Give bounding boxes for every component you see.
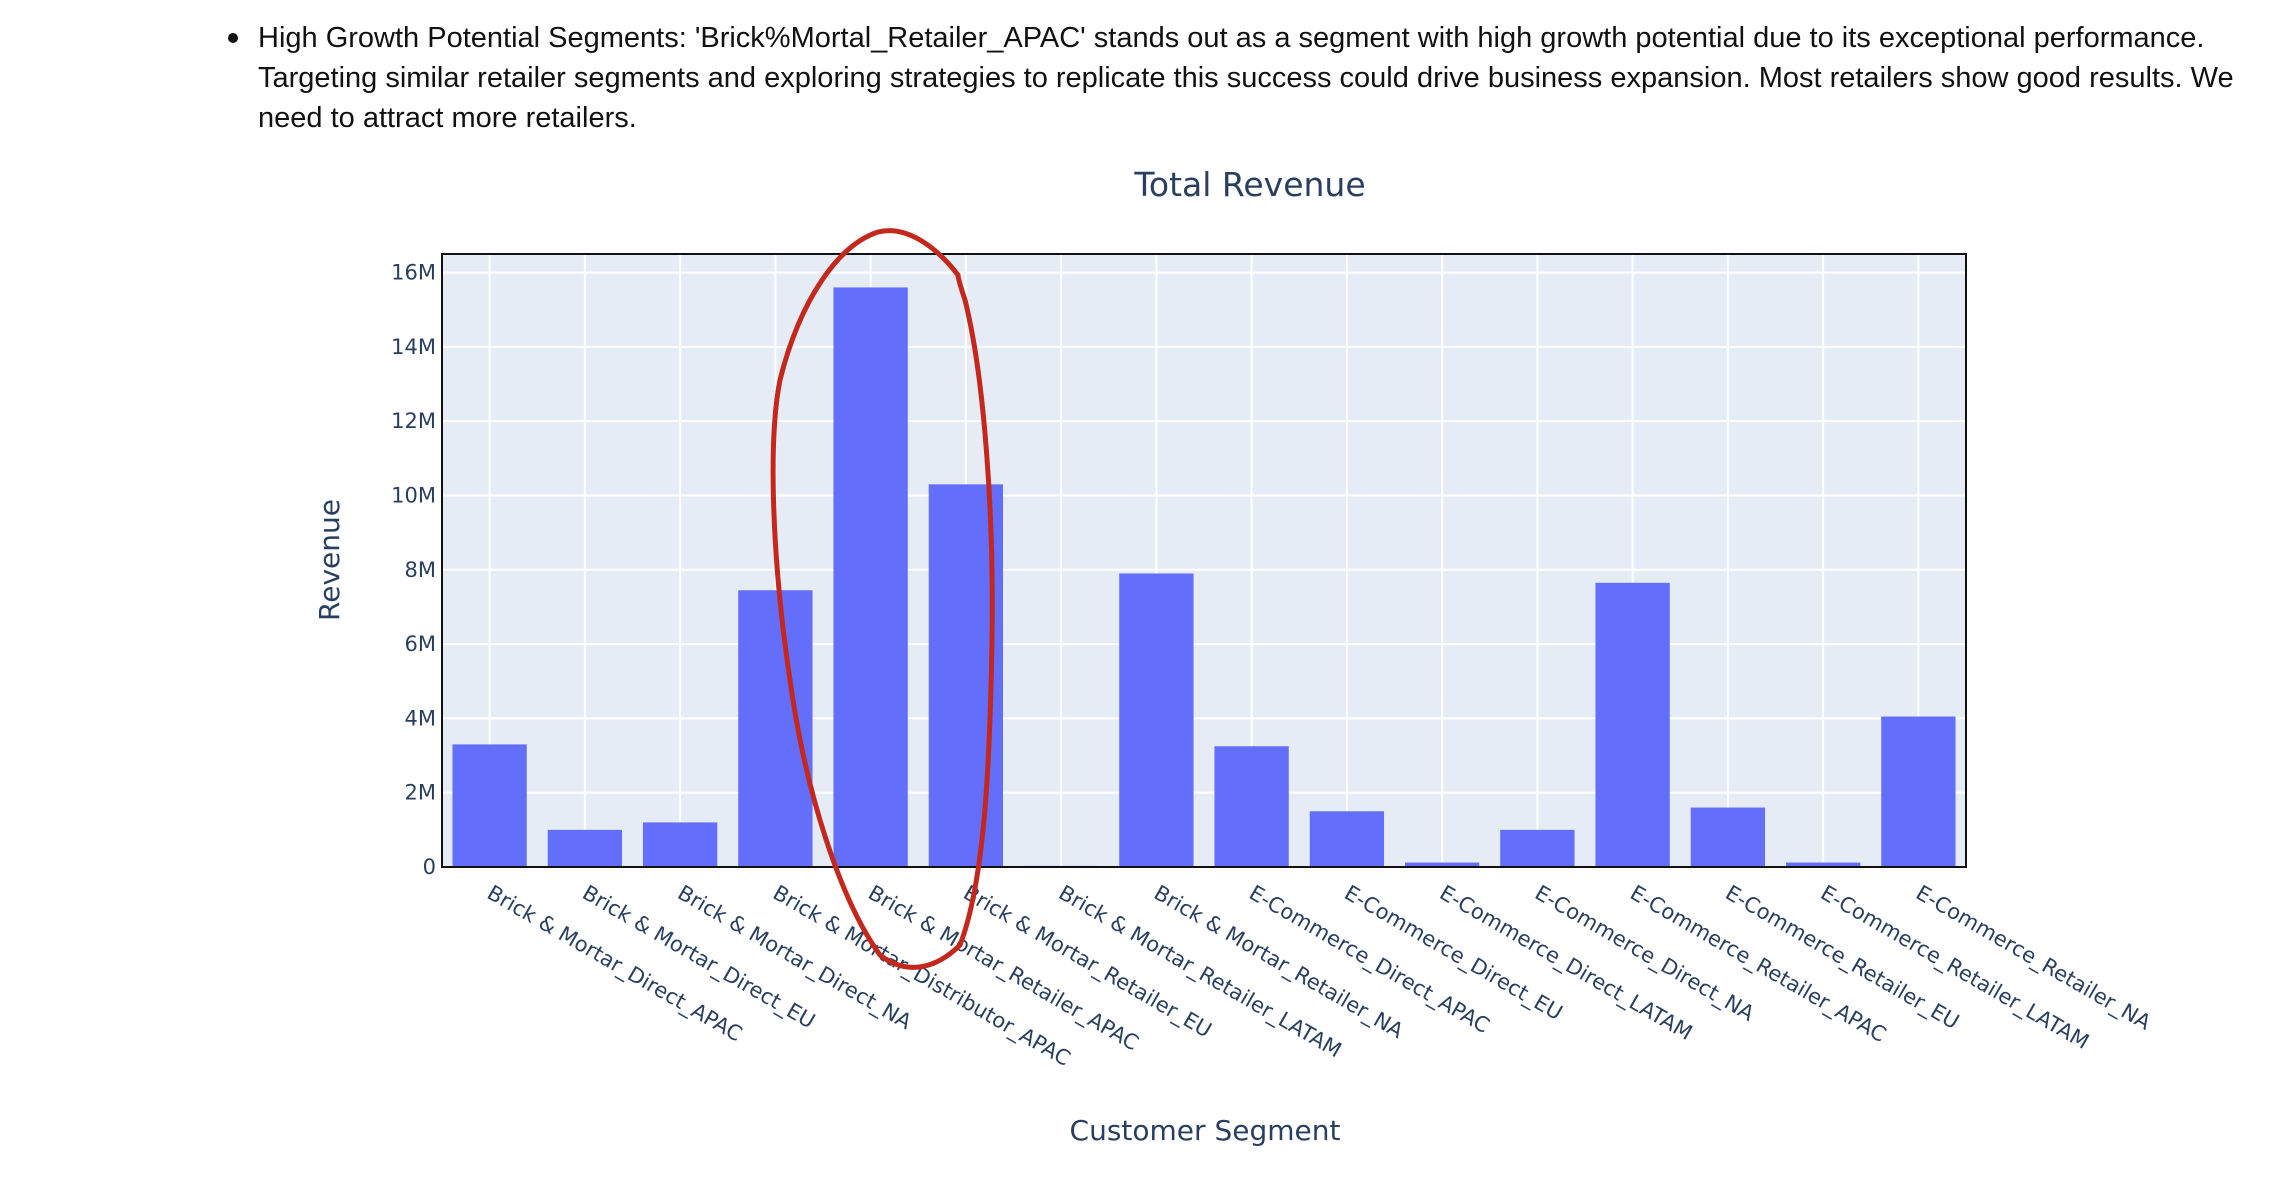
plot-area: [442, 254, 1966, 867]
grid-lines: [442, 254, 1966, 867]
bar: [1214, 746, 1289, 867]
bars: [452, 287, 1956, 868]
y-tick-label: 16M: [391, 261, 436, 285]
chart-title: Total Revenue: [1133, 165, 1365, 204]
bar: [1119, 573, 1194, 867]
bar: [1595, 582, 1670, 867]
bullet-item: High Growth Potential Segments: 'Brick%M…: [228, 18, 2238, 138]
x-axis-title: Customer Segment: [1070, 1114, 1341, 1147]
y-tick-label: 10M: [391, 483, 436, 507]
bar: [833, 287, 908, 867]
bar: [738, 590, 813, 867]
bar: [1881, 716, 1956, 867]
bar: [547, 829, 623, 867]
bar: [1404, 862, 1480, 867]
bar: [452, 744, 527, 867]
y-tick-labels: 0 2M 4M 6M 8M 10M 12M 14M 16M: [391, 261, 436, 879]
bar: [1500, 829, 1575, 867]
y-axis-title: Revenue: [313, 499, 346, 621]
y-tick-label: 4M: [405, 706, 436, 730]
plot-frame: [441, 253, 1967, 868]
y-tick-label: 12M: [391, 409, 436, 433]
y-tick-label: 2M: [405, 781, 436, 805]
y-tick-label: 0: [423, 855, 436, 879]
y-tick-label: 14M: [391, 335, 436, 359]
bullet-text: High Growth Potential Segments: 'Brick%M…: [258, 22, 2234, 134]
bar: [642, 822, 718, 867]
y-tick-label: 8M: [405, 558, 436, 582]
y-tick-label: 6M: [405, 632, 436, 656]
bullet-dot: [228, 33, 238, 43]
bar: [1785, 862, 1861, 867]
bar: [1309, 811, 1385, 867]
bar: [1690, 807, 1766, 867]
annotation-circle: [770, 228, 995, 970]
